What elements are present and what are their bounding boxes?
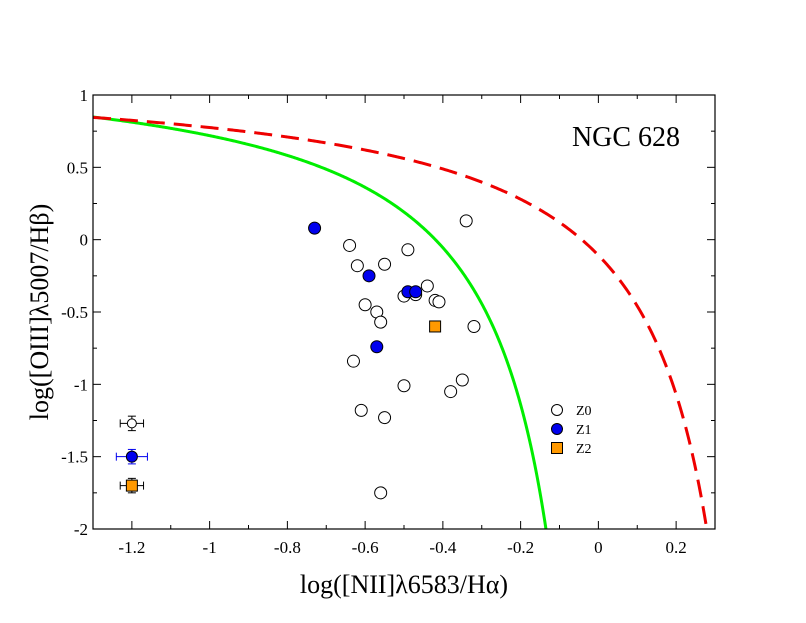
x-tick-label: -0.8	[274, 538, 301, 557]
point-z0	[343, 238, 357, 252]
x-tick-label: -0.4	[429, 538, 456, 557]
point-z0	[346, 354, 360, 368]
y-tick-label: -2	[74, 520, 88, 539]
error-bar-z2	[119, 477, 145, 494]
legend-z1-marker	[551, 423, 563, 435]
data-points	[308, 214, 481, 500]
x-tick-label: -1.2	[118, 538, 145, 557]
x-tick-label: 0	[594, 538, 603, 557]
legend-z0-marker	[551, 404, 563, 416]
point-z1	[409, 285, 423, 299]
error-bars	[115, 415, 148, 494]
legend-z1-label: Z1	[576, 423, 592, 438]
red-demarcation-curve	[93, 115, 709, 529]
y-tick-label: -1	[74, 375, 88, 394]
point-z0	[354, 403, 368, 417]
point-z0	[374, 315, 388, 329]
point-z1	[370, 340, 384, 354]
point-z0	[432, 295, 446, 309]
y-tick-label: -1.5	[61, 448, 88, 467]
point-z0	[420, 279, 434, 293]
x-axis-label: log([NII]λ6583/Hα)	[300, 570, 508, 599]
x-tick-label: -0.6	[352, 538, 379, 557]
y-tick-label: -0.5	[61, 303, 88, 322]
y-tick-label: 1	[80, 86, 89, 105]
plot-frame	[92, 94, 716, 530]
point-z0	[444, 385, 458, 399]
x-tick-label: -1	[203, 538, 217, 557]
legend-z0-label: Z0	[576, 404, 592, 419]
x-tick-label: -0.2	[507, 538, 534, 557]
point-z0	[459, 214, 473, 228]
point-z0	[378, 411, 392, 425]
error-bar-z0	[119, 415, 145, 432]
point-z0	[401, 243, 415, 257]
x-tick-label: 0.2	[666, 538, 687, 557]
point-z0	[374, 486, 388, 500]
point-z0	[455, 373, 469, 387]
error-bar-z1	[115, 448, 148, 465]
green-demarcation-curve	[93, 115, 548, 529]
point-z1	[362, 269, 376, 283]
model-curves	[93, 115, 709, 529]
point-z0	[397, 379, 411, 393]
point-z0	[378, 257, 392, 271]
chart-title: NGC 628	[572, 122, 680, 153]
y-tick-label: 0	[80, 231, 89, 250]
y-axis-label: log([OIII]λ5007/Hβ)	[25, 204, 54, 420]
point-z1	[308, 221, 322, 235]
point-z0	[467, 319, 481, 333]
axis-ticks: -1.2 -1 -0.8 -0.6 -0.4 -0.2 0 0.2 -2 -1.5 -1 -0.5 0 0…	[61, 86, 716, 557]
point-z0	[358, 298, 372, 312]
legend: Z0 Z1 Z2	[551, 404, 592, 457]
legend-z2-marker	[551, 442, 563, 454]
y-tick-label: 0.5	[67, 158, 88, 177]
point-z2	[429, 320, 442, 333]
legend-z2-label: Z2	[576, 442, 592, 457]
point-z0	[350, 259, 364, 273]
